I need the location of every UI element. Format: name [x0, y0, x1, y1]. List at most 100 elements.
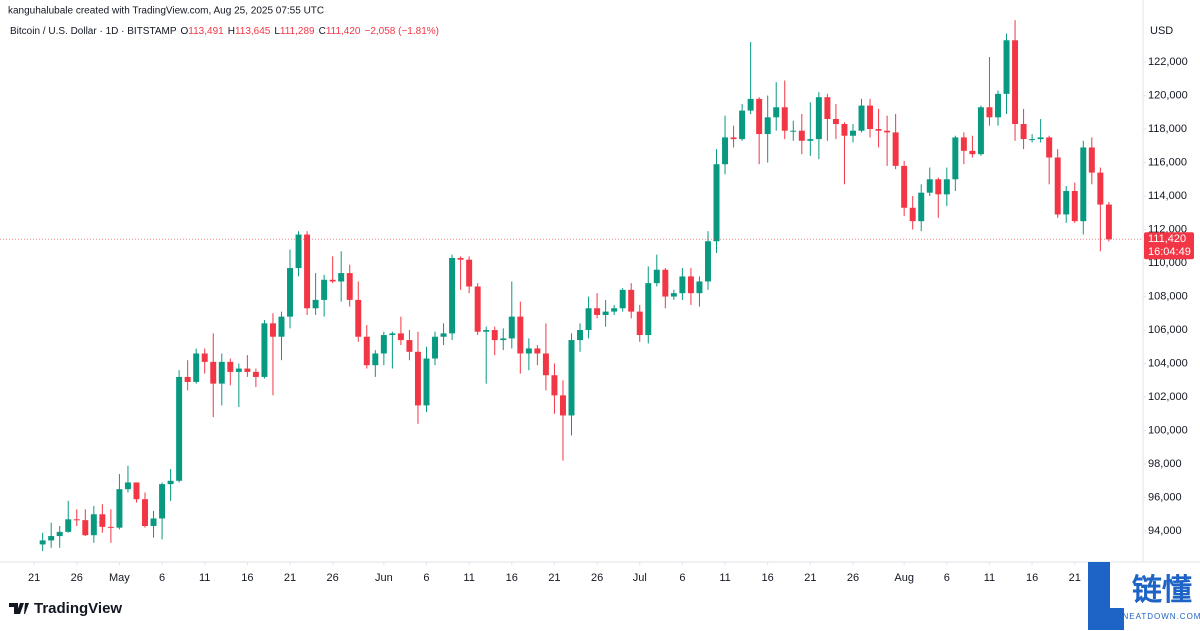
y-tick-label: 96,000 — [1148, 491, 1182, 503]
x-tick-label: 26 — [327, 572, 339, 584]
candle-body — [892, 132, 899, 166]
candle-body — [56, 531, 63, 537]
candle-body — [210, 361, 217, 384]
candle-body — [696, 281, 703, 294]
candle-body — [1071, 191, 1078, 222]
x-tick-label: 16 — [506, 572, 518, 584]
candle-body — [773, 107, 780, 118]
candle-body — [107, 526, 114, 528]
candle-body — [790, 130, 797, 132]
candle-body — [952, 137, 959, 180]
y-tick-label: 108,000 — [1148, 290, 1188, 302]
x-tick-label: 21 — [284, 572, 296, 584]
candle-body — [389, 333, 396, 336]
candle-body — [278, 316, 285, 337]
candle-body — [577, 330, 584, 341]
countdown: 16:04:49 — [1148, 246, 1191, 258]
candle-body — [355, 299, 362, 337]
x-tick-label: 11 — [199, 572, 210, 584]
candle-body — [960, 137, 967, 151]
candle-body — [39, 540, 46, 545]
x-tick-label: 16 — [241, 572, 253, 584]
candle-body — [901, 165, 908, 208]
candle-body — [1063, 191, 1070, 215]
candle-body — [585, 308, 592, 331]
ohlc-key: H — [228, 26, 235, 37]
candle-body — [670, 293, 677, 297]
ohlc-value: 111,289 — [280, 26, 315, 37]
y-tick-label: 116,000 — [1148, 156, 1187, 168]
candle-body — [363, 336, 370, 366]
candle-body — [628, 289, 635, 312]
candle-body — [380, 335, 387, 354]
candle-body — [90, 514, 97, 536]
candle-body — [1054, 157, 1061, 215]
last-price-box — [1144, 232, 1194, 260]
candle-body — [747, 98, 754, 111]
candle-body — [99, 514, 106, 527]
x-tick-label: 11 — [719, 572, 730, 584]
ohlc-value: 111,420 — [326, 26, 361, 37]
candle-body — [995, 93, 1001, 118]
x-tick-label: May — [109, 572, 130, 584]
candle-body — [295, 234, 302, 269]
candle-body — [756, 98, 763, 135]
candle-body — [1046, 137, 1053, 158]
logo: TradingView — [9, 600, 122, 617]
watermark-mark — [1088, 562, 1124, 630]
candle-body — [329, 279, 336, 282]
watermark-sub: NEATDOWN.COM — [1123, 612, 1200, 621]
watermark: 链懂 NEATDOWN.COM — [1088, 562, 1200, 630]
x-tick-label: 21 — [804, 572, 816, 584]
candle-body — [1020, 124, 1027, 140]
candle-body — [414, 351, 421, 406]
candle-body — [304, 234, 311, 309]
candle-body — [244, 368, 251, 372]
candle-body — [764, 117, 771, 135]
candle-body — [491, 330, 498, 341]
x-tick-label: Jul — [633, 572, 647, 584]
ohlc-value: 113,491 — [188, 26, 224, 37]
candle-body — [440, 333, 447, 337]
candle-body — [500, 338, 507, 341]
candle-body — [943, 179, 950, 195]
candle-body — [474, 286, 481, 332]
candle-body — [594, 308, 601, 315]
y-tick-label: 118,000 — [1148, 123, 1187, 135]
candle-body — [338, 273, 345, 282]
candle-body — [867, 105, 874, 130]
candle-body — [517, 316, 524, 354]
logo-icon — [9, 603, 29, 614]
x-tick-label: 26 — [591, 572, 603, 584]
candle-body — [321, 279, 328, 300]
ohlc-key: C — [319, 26, 326, 37]
candle-body — [722, 137, 729, 165]
x-tick-label: 6 — [159, 572, 165, 584]
candle-body — [1088, 147, 1095, 173]
candle-body — [457, 258, 464, 260]
candle-body — [704, 241, 711, 282]
candle-body — [159, 484, 166, 519]
candle-body — [875, 129, 882, 131]
candle-body — [73, 519, 80, 521]
last-price-label: 111,420 — [1148, 233, 1186, 245]
candle-body — [969, 150, 976, 155]
candle-body — [269, 323, 276, 337]
symbol: Bitcoin / U.S. Dollar · 1D · BITSTAMP — [10, 26, 177, 37]
candle-body — [542, 353, 549, 376]
candle-body — [909, 207, 916, 222]
candle-body — [397, 333, 404, 341]
plot-area — [0, 20, 1143, 552]
candle-body — [1097, 172, 1104, 205]
candle-body — [832, 118, 839, 125]
candle-body — [679, 276, 686, 294]
y-tick-label: 102,000 — [1148, 391, 1188, 403]
ohlc-value: 113,645 — [235, 26, 271, 37]
candle-body — [559, 395, 566, 416]
watermark-text: 链懂 — [1132, 573, 1192, 607]
candle-body — [977, 107, 984, 155]
ohlc-key: L — [274, 26, 280, 37]
candle-body — [508, 316, 515, 339]
